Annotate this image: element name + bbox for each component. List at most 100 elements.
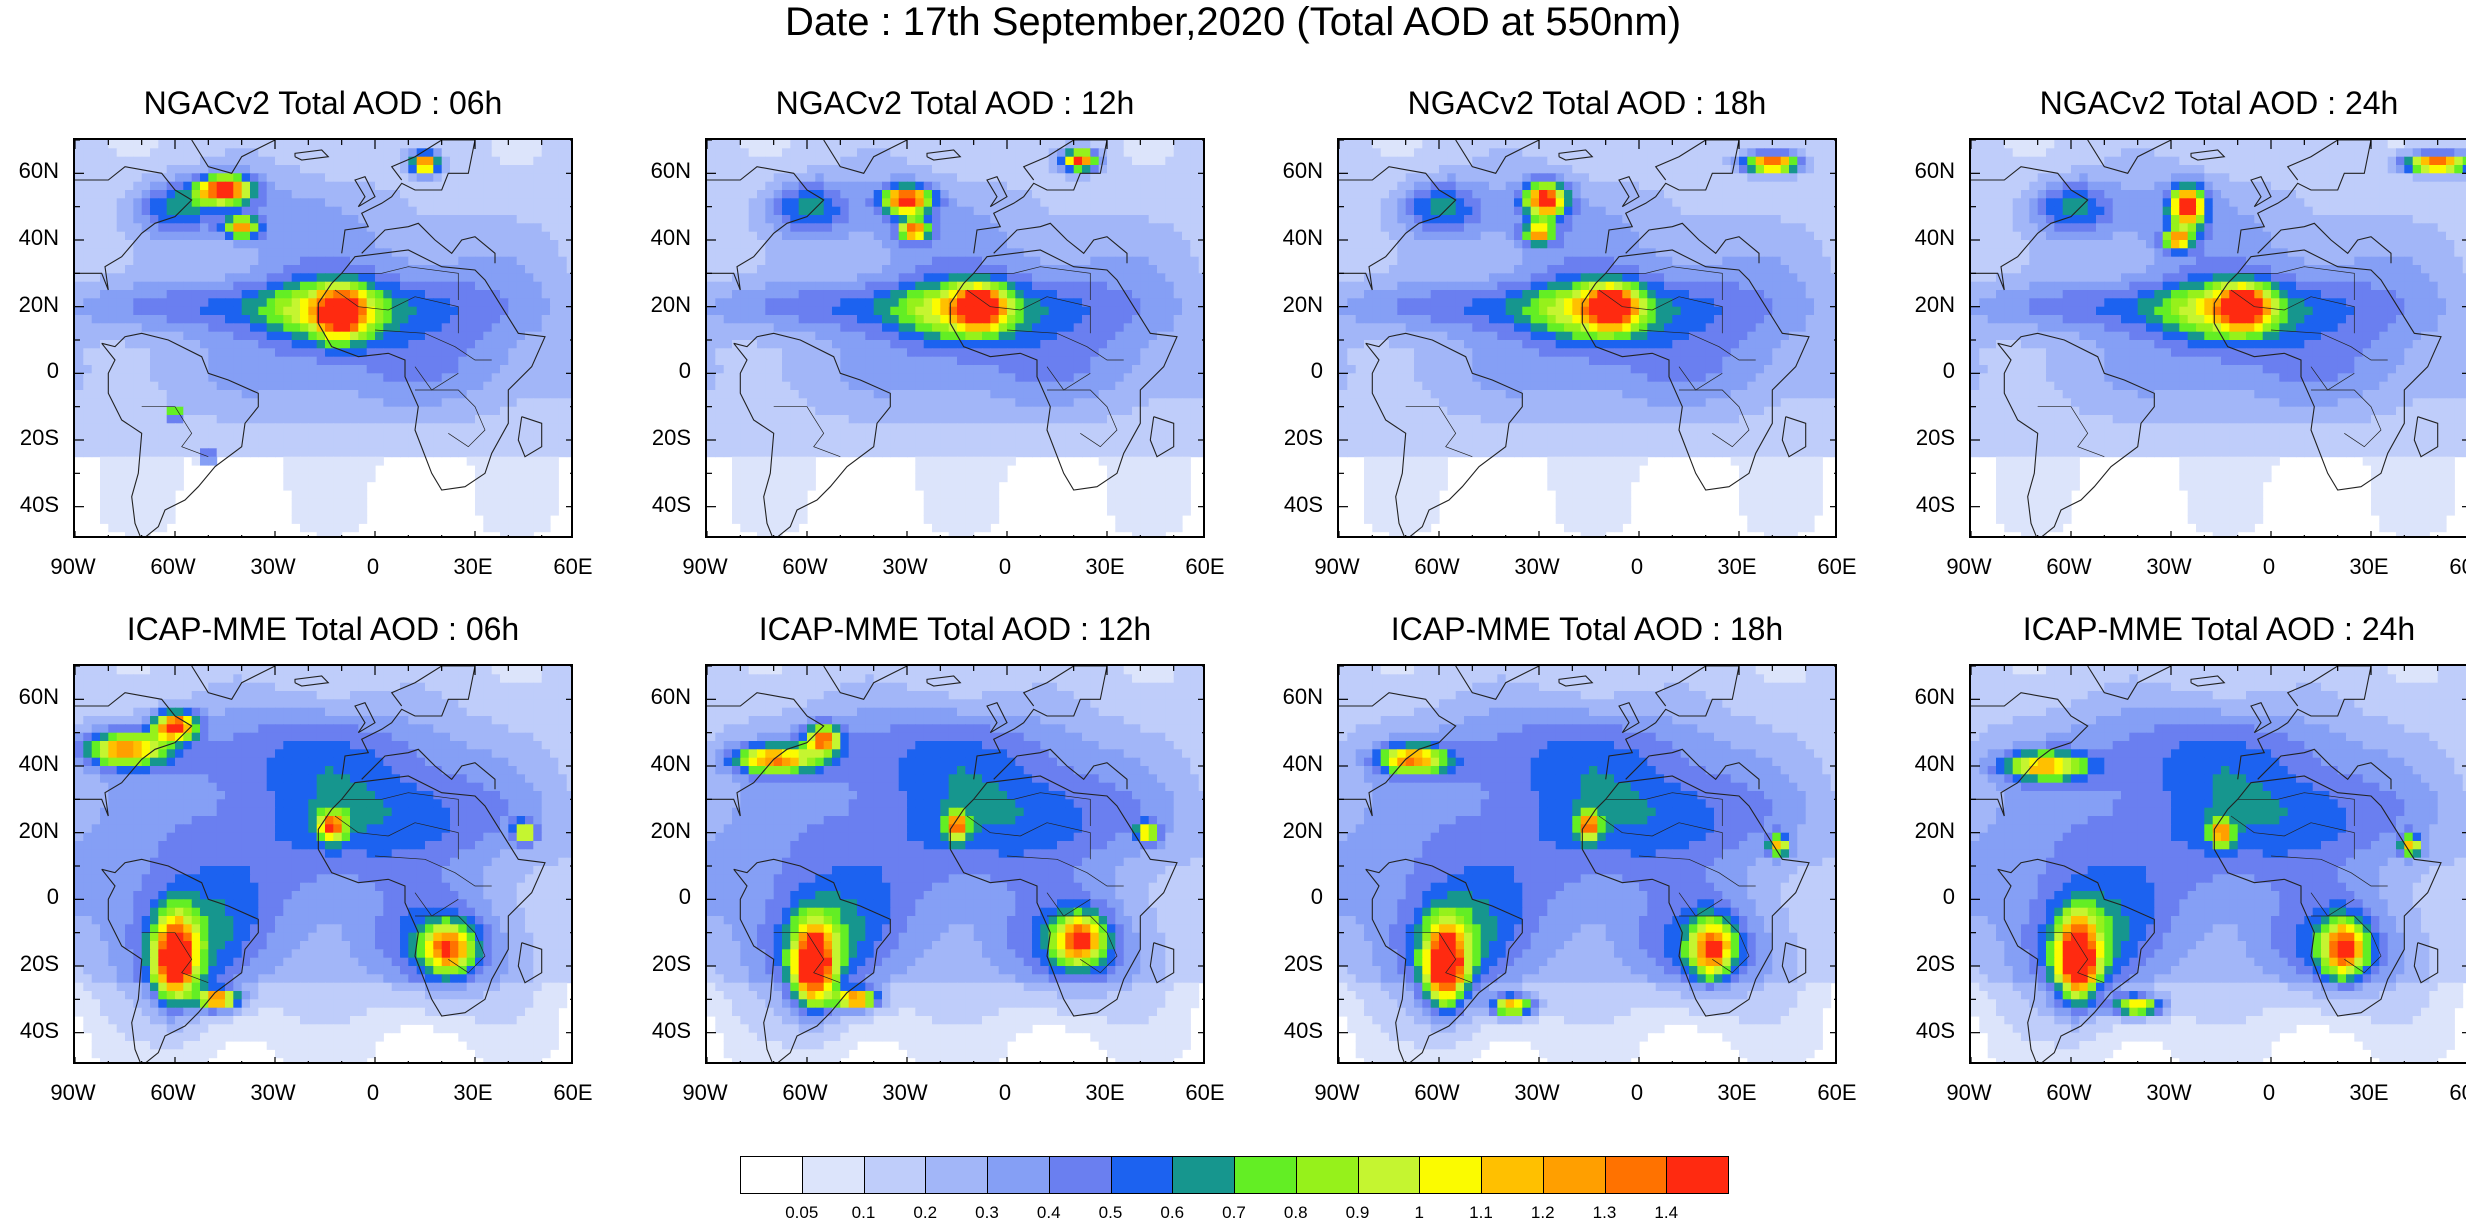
- map-frame: [73, 664, 573, 1064]
- lat-tick-label: 0: [1899, 360, 1955, 382]
- coastline: [986, 176, 1008, 208]
- coastline: [1365, 858, 1523, 1062]
- coastline: [517, 416, 543, 458]
- colorbar-label: 0.4: [1019, 1204, 1079, 1222]
- coastline: [707, 166, 825, 291]
- country-border: [1678, 892, 1723, 917]
- lat-tick-label: 40S: [3, 1019, 59, 1042]
- colorbar-swatch: [1481, 1156, 1544, 1194]
- coastline: [101, 332, 259, 536]
- map-frame: [705, 138, 1205, 538]
- colorbar-swatch: [740, 1156, 803, 1194]
- country-border: [1679, 389, 1750, 448]
- coastline: [2413, 416, 2439, 458]
- colorbar-swatch: [863, 1156, 927, 1194]
- colorbar-label: 1.3: [1575, 1204, 1635, 1222]
- aod-field-map: [1971, 666, 2466, 1062]
- lon-tick-label: 60W: [133, 556, 213, 578]
- country-border: [2237, 266, 2355, 300]
- panel-title: ICAP-MME Total AOD : 18h: [1337, 611, 1837, 647]
- lon-tick-label: 60E: [533, 556, 613, 578]
- lon-tick-label: 0: [333, 556, 413, 578]
- aod-field-map: [707, 140, 1203, 536]
- lon-tick-label: 0: [333, 1082, 413, 1104]
- lat-tick-label: 20N: [1267, 293, 1323, 316]
- colorbar-swatch: [925, 1156, 988, 1194]
- colorbar-swatch: [801, 1156, 865, 1194]
- lon-tick-label: 90W: [665, 1082, 745, 1104]
- coastline: [354, 702, 376, 734]
- lat-tick-label: 40N: [1899, 753, 1955, 775]
- coastline: [926, 675, 962, 687]
- lon-tick-label: 60E: [1165, 1082, 1245, 1104]
- lon-tick-label: 30E: [1697, 556, 1777, 578]
- lon-tick-label: 0: [965, 1082, 1045, 1104]
- colorbar-label: 1.2: [1513, 1204, 1573, 1222]
- lat-tick-label: 60N: [1267, 160, 1323, 182]
- lat-tick-label: 20S: [3, 427, 59, 449]
- lat-tick-label: 40N: [635, 753, 691, 775]
- coastline: [1605, 140, 1740, 254]
- lat-tick-label: 20N: [1899, 293, 1955, 316]
- coastline: [2250, 176, 2272, 208]
- lat-tick-label: 20S: [1267, 953, 1323, 975]
- lon-tick-label: 30E: [2329, 1082, 2409, 1104]
- coastline: [2190, 675, 2226, 687]
- aod-field-map: [707, 666, 1203, 1062]
- coastline: [823, 666, 908, 700]
- colorbar-swatch: [1234, 1156, 1297, 1194]
- country-border: [334, 289, 459, 334]
- coastline: [993, 748, 1128, 790]
- coastline: [1581, 249, 1810, 491]
- coastline: [949, 249, 1178, 491]
- lon-tick-label: 30E: [433, 1082, 513, 1104]
- country-border: [341, 792, 459, 826]
- coastline: [1149, 942, 1175, 984]
- map-frame: [1969, 138, 2466, 538]
- colorbar-label: 1.1: [1451, 1204, 1511, 1222]
- country-border: [2237, 792, 2355, 826]
- lat-tick-label: 40S: [635, 1019, 691, 1042]
- lon-tick-label: 60E: [2429, 1082, 2466, 1104]
- lon-tick-label: 90W: [665, 556, 745, 578]
- map-frame: [705, 664, 1205, 1064]
- coastline: [986, 702, 1008, 734]
- lon-tick-label: 30E: [2329, 556, 2409, 578]
- coastline: [354, 176, 376, 208]
- map-panel: ICAP-MME Total AOD : 18h 60N 40N 20N 0 20S 40S…: [1283, 611, 1857, 1104]
- map-panel: NGACv2 Total AOD : 24h 60N 40N 20N 0 20S 40S 90…: [1915, 85, 2466, 578]
- country-border: [1678, 366, 1723, 391]
- coastline: [2250, 702, 2272, 734]
- coastline: [733, 332, 891, 536]
- country-border: [773, 932, 841, 984]
- lat-tick-label: 0: [1899, 886, 1955, 908]
- lon-tick-label: 30E: [433, 556, 513, 578]
- lon-tick-label: 0: [1597, 556, 1677, 578]
- country-border: [1598, 815, 1723, 860]
- lat-tick-label: 20N: [3, 819, 59, 842]
- coastline: [973, 666, 1108, 780]
- country-border: [1605, 266, 1723, 300]
- country-border: [973, 266, 1091, 300]
- country-border: [2310, 892, 2355, 917]
- country-border: [966, 289, 1091, 334]
- map-panel: NGACv2 Total AOD : 18h 60N 40N 20N 0 20S 40S 90…: [1283, 85, 1857, 578]
- coastline: [1971, 692, 2089, 817]
- coastline: [1455, 140, 1540, 174]
- lon-tick-label: 60W: [1397, 556, 1477, 578]
- country-border: [374, 855, 492, 887]
- coastline: [1971, 166, 2089, 291]
- country-border: [1405, 406, 1473, 458]
- lat-tick-label: 20S: [3, 953, 59, 975]
- lat-tick-label: 40N: [1267, 753, 1323, 775]
- country-border: [1405, 932, 1473, 984]
- country-border: [415, 915, 486, 974]
- country-border: [2270, 329, 2388, 361]
- colorbar-swatch: [1110, 1156, 1174, 1194]
- country-border: [414, 366, 459, 391]
- lat-tick-label: 20S: [635, 953, 691, 975]
- country-border: [1006, 329, 1124, 361]
- lon-tick-label: 60E: [1797, 556, 1877, 578]
- country-border: [2311, 389, 2382, 448]
- lat-tick-label: 0: [635, 360, 691, 382]
